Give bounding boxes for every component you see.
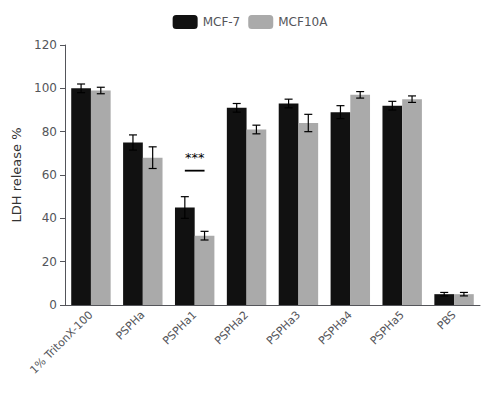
- svg-text:PSPHa2: PSPHa2: [212, 308, 251, 347]
- svg-text:PSPHa: PSPHa: [113, 308, 147, 342]
- svg-text:PSPHa1: PSPHa1: [160, 308, 199, 347]
- svg-text:PBS: PBS: [435, 308, 459, 332]
- svg-text:MCF-7: MCF-7: [203, 15, 241, 29]
- svg-text:0: 0: [49, 298, 57, 312]
- svg-text:100: 100: [34, 81, 57, 95]
- svg-text:LDH release %: LDH release %: [9, 127, 24, 222]
- svg-text:PSPHa3: PSPHa3: [264, 308, 303, 347]
- svg-text:60: 60: [42, 168, 57, 182]
- svg-text:PSPHa5: PSPHa5: [368, 308, 407, 347]
- svg-text:PSPHa4: PSPHa4: [316, 308, 355, 347]
- svg-text:MCF10A: MCF10A: [278, 15, 328, 29]
- svg-text:120: 120: [34, 38, 57, 52]
- svg-text:1% TritonX-100: 1% TritonX-100: [27, 308, 95, 376]
- svg-text:80: 80: [42, 125, 57, 139]
- svg-text:***: ***: [185, 150, 205, 165]
- svg-text:40: 40: [42, 211, 57, 225]
- svg-text:20: 20: [42, 255, 57, 269]
